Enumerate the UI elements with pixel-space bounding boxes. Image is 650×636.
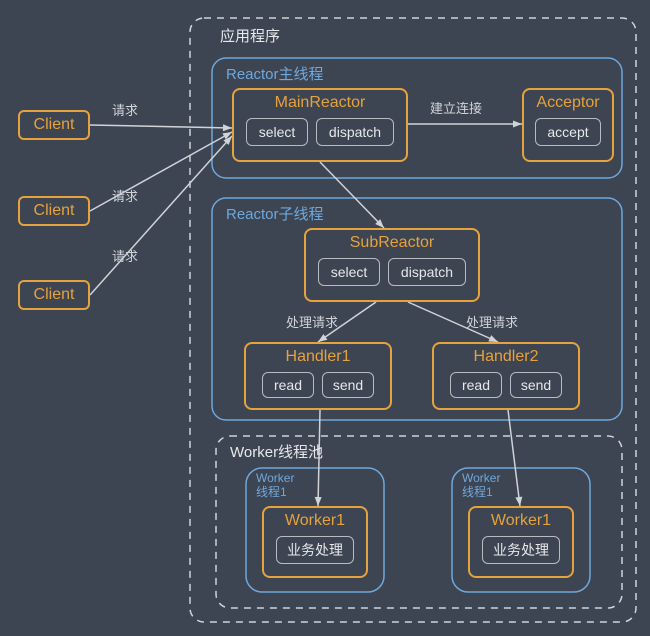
edge-label: 请求 [112, 186, 138, 205]
chip-sub-reactor-dispatch: dispatch [388, 258, 466, 286]
chip-sub-reactor-select: select [318, 258, 380, 286]
group-label-sub-reactor-group: Reactor子线程 [226, 206, 324, 223]
node-chips-sub-reactor: select dispatch [318, 258, 466, 286]
edge-label: 请求 [112, 100, 138, 119]
edge-label: 请求 [112, 246, 138, 265]
node-title-handler1: Handler1 [286, 344, 351, 366]
group-label-main-reactor-group: Reactor主线程 [226, 66, 324, 83]
chip-main-reactor-dispatch: dispatch [316, 118, 394, 146]
node-title-sub-reactor: SubReactor [350, 230, 435, 252]
chip-handler2-send: send [510, 372, 562, 398]
node-handler2: Handler2 read send [432, 342, 580, 410]
node-handler1: Handler1 read send [244, 342, 392, 410]
node-chips-handler1: read send [262, 372, 374, 398]
node-chips-acceptor: accept [535, 118, 601, 146]
group-label-worker-thread-2: Worker 线程1 [462, 472, 500, 500]
chip-worker1a-业务处理: 业务处理 [276, 536, 354, 564]
chip-acceptor-accept: accept [535, 118, 601, 146]
node-title-main-reactor: MainReactor [275, 90, 366, 112]
node-client1: Client [18, 110, 90, 140]
node-worker1a: Worker1 业务处理 [262, 506, 368, 578]
chip-handler2-read: read [450, 372, 502, 398]
node-title-client2: Client [34, 202, 75, 220]
node-chips-worker1b: 业务处理 [482, 536, 560, 564]
edge-label: 处理请求 [466, 312, 518, 331]
node-title-client1: Client [34, 116, 75, 134]
node-title-worker1a: Worker1 [285, 508, 345, 530]
node-title-handler2: Handler2 [474, 344, 539, 366]
node-client2: Client [18, 196, 90, 226]
node-title-client3: Client [34, 286, 75, 304]
node-title-acceptor: Acceptor [536, 90, 599, 112]
edge-label: 处理请求 [286, 312, 338, 331]
node-title-worker1b: Worker1 [491, 508, 551, 530]
node-chips-handler2: read send [450, 372, 562, 398]
chip-main-reactor-select: select [246, 118, 308, 146]
node-sub-reactor: SubReactor select dispatch [304, 228, 480, 302]
group-label-app: 应用程序 [220, 28, 280, 45]
node-main-reactor: MainReactor select dispatch [232, 88, 408, 162]
group-label-worker-thread-1: Worker 线程1 [256, 472, 294, 500]
group-label-worker-pool: Worker线程池 [230, 444, 323, 461]
node-chips-worker1a: 业务处理 [276, 536, 354, 564]
chip-worker1b-业务处理: 业务处理 [482, 536, 560, 564]
node-acceptor: Acceptor accept [522, 88, 614, 162]
node-client3: Client [18, 280, 90, 310]
chip-handler1-read: read [262, 372, 314, 398]
chip-handler1-send: send [322, 372, 374, 398]
node-worker1b: Worker1 业务处理 [468, 506, 574, 578]
node-chips-main-reactor: select dispatch [246, 118, 394, 146]
edge-label: 建立连接 [430, 98, 482, 117]
